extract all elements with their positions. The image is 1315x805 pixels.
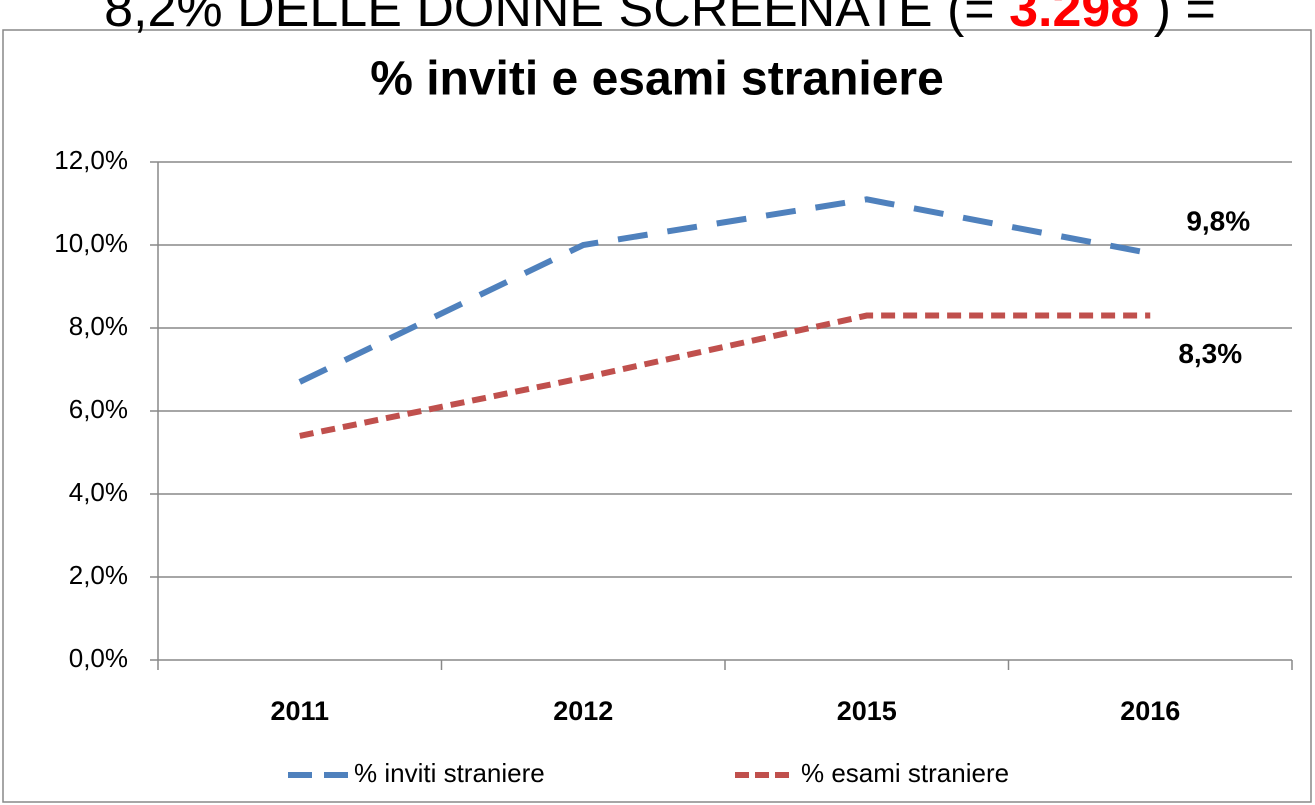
y-tick-label: 8,0% bbox=[69, 311, 128, 341]
x-tick-label: 2011 bbox=[270, 696, 329, 726]
chart-header: 8,2% DELLE DONNE SCREENATE (= 3.298 ) = bbox=[104, 0, 1216, 38]
y-tick-label: 6,0% bbox=[69, 394, 128, 424]
x-tick-label: 2015 bbox=[837, 696, 897, 726]
y-tick-label: 2,0% bbox=[69, 560, 128, 590]
y-tick-label: 0,0% bbox=[69, 643, 128, 673]
frame bbox=[2, 29, 1312, 803]
chart-title: % inviti e esami straniere bbox=[370, 53, 944, 106]
y-tick-label: 10,0% bbox=[54, 228, 128, 258]
series-line bbox=[298, 196, 1151, 385]
data-label: 8,3% bbox=[1178, 338, 1242, 369]
x-tick-label: 2012 bbox=[553, 696, 613, 726]
data-label: 9,8% bbox=[1186, 206, 1250, 237]
x-tick-label: 2016 bbox=[1120, 696, 1180, 726]
series-line bbox=[299, 312, 1151, 439]
legend-label: % inviti straniere bbox=[354, 758, 545, 788]
header-text: 8,2% DELLE DONNE SCREENATE (= bbox=[104, 0, 1009, 38]
legend-label: % esami straniere bbox=[801, 758, 1009, 788]
header-highlight: 3.298 bbox=[1009, 0, 1139, 38]
y-tick-label: 4,0% bbox=[69, 477, 128, 507]
y-tick-label: 12,0% bbox=[54, 145, 128, 175]
header-text: ) = bbox=[1139, 0, 1216, 38]
